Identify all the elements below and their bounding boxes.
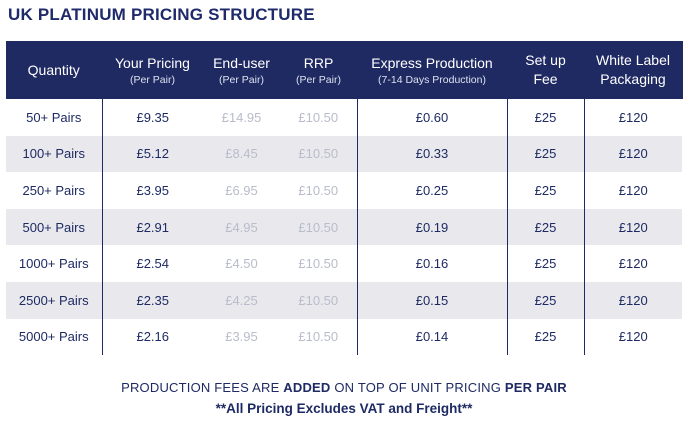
cell-express: £0.33 [357, 135, 508, 173]
cell-white-label: £120 [584, 208, 682, 246]
cell-end-user: £4.95 [203, 208, 280, 246]
cell-white-label: £120 [584, 99, 682, 136]
cell-quantity: 2500+ Pairs [6, 281, 103, 319]
cell-your-pricing: £9.35 [102, 99, 203, 136]
header-quantity: Quantity [6, 41, 103, 99]
table-row: 50+ Pairs £9.35 £14.95 £10.50 £0.60 £25 … [6, 99, 682, 136]
cell-express: £0.16 [357, 245, 508, 282]
cell-your-pricing: £2.35 [102, 281, 203, 319]
cell-your-pricing: £3.95 [102, 172, 203, 209]
table-row: 250+ Pairs £3.95 £6.95 £10.50 £0.25 £25 … [6, 172, 682, 209]
cell-setup: £25 [507, 99, 585, 136]
page-title: UK PLATINUM PRICING STRUCTURE [8, 5, 315, 24]
cell-end-user: £8.45 [203, 135, 280, 173]
cell-rrp: £10.50 [280, 99, 358, 136]
table-row: 2500+ Pairs £2.35 £4.25 £10.50 £0.15 £25… [6, 281, 682, 319]
cell-white-label: £120 [584, 172, 682, 209]
production-fees-note: PRODUCTION FEES ARE ADDED ON TOP OF UNIT… [121, 380, 567, 395]
cell-quantity: 100+ Pairs [6, 135, 103, 173]
cell-quantity: 5000+ Pairs [6, 318, 103, 356]
cell-white-label: £120 [584, 135, 682, 173]
header-white-label: White Label Packaging [584, 41, 683, 99]
header-express-production: Express Production (7-14 Days Production) [357, 41, 508, 99]
cell-setup: £25 [507, 208, 585, 246]
cell-your-pricing: £2.16 [102, 318, 203, 356]
header-end-user: End-user (Per Pair) [203, 41, 281, 99]
cell-end-user: £4.25 [203, 281, 280, 319]
cell-white-label: £120 [584, 281, 682, 319]
cell-quantity: 250+ Pairs [6, 172, 103, 209]
header-rrp: RRP (Per Pair) [280, 41, 358, 99]
cell-rrp: £10.50 [280, 281, 358, 319]
cell-express: £0.14 [357, 318, 508, 356]
cell-rrp: £10.50 [280, 245, 358, 282]
cell-white-label: £120 [584, 245, 682, 282]
cell-your-pricing: £2.54 [102, 245, 203, 282]
cell-rrp: £10.50 [280, 135, 358, 173]
cell-white-label: £120 [584, 318, 682, 356]
table-row: 5000+ Pairs £2.16 £3.95 £10.50 £0.14 £25… [6, 318, 682, 356]
table-row: 1000+ Pairs £2.54 £4.50 £10.50 £0.16 £25… [6, 245, 682, 282]
cell-express: £0.25 [357, 172, 508, 209]
cell-your-pricing: £2.91 [102, 208, 203, 246]
header-your-pricing: Your Pricing (Per Pair) [102, 41, 204, 99]
cell-express: £0.19 [357, 208, 508, 246]
cell-your-pricing: £5.12 [102, 135, 203, 173]
cell-end-user: £4.50 [203, 245, 280, 282]
table-row: 100+ Pairs £5.12 £8.45 £10.50 £0.33 £25 … [6, 135, 682, 173]
cell-rrp: £10.50 [280, 208, 358, 246]
cell-quantity: 1000+ Pairs [6, 245, 103, 282]
cell-express: £0.15 [357, 281, 508, 319]
cell-setup: £25 [507, 135, 585, 173]
cell-rrp: £10.50 [280, 318, 358, 356]
table-header: Quantity Your Pricing (Per Pair) End-user… [6, 41, 683, 99]
cell-quantity: 500+ Pairs [6, 208, 103, 246]
cell-end-user: £6.95 [203, 172, 280, 209]
cell-quantity: 50+ Pairs [6, 99, 103, 136]
header-setup-fee: Set up Fee [507, 41, 585, 99]
cell-express: £0.60 [357, 99, 508, 136]
pricing-table: Quantity Your Pricing (Per Pair) End-user… [6, 41, 683, 356]
vat-freight-note: **All Pricing Excludes VAT and Freight** [215, 401, 473, 416]
cell-setup: £25 [507, 172, 585, 209]
table-row: 500+ Pairs £2.91 £4.95 £10.50 £0.19 £25 … [6, 208, 682, 246]
cell-end-user: £3.95 [203, 318, 280, 356]
cell-setup: £25 [507, 245, 585, 282]
cell-rrp: £10.50 [280, 172, 358, 209]
cell-setup: £25 [507, 281, 585, 319]
cell-setup: £25 [507, 318, 585, 356]
cell-end-user: £14.95 [203, 99, 280, 136]
